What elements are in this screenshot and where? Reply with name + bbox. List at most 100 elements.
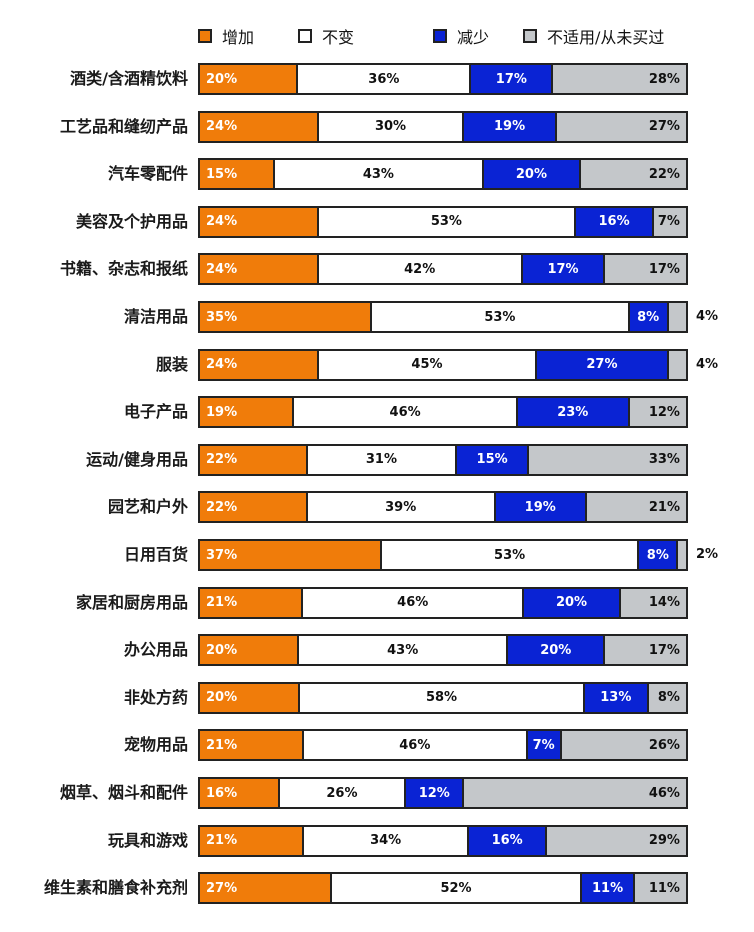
bar-segment-na: 29% — [545, 826, 686, 855]
bar-segment-dec: 16% — [467, 826, 546, 855]
bar-segment-inc: 21% — [200, 731, 303, 760]
segment-value: 16% — [598, 214, 630, 230]
category-label: 维生素和膳食补充剂 — [43, 878, 188, 898]
segment-value: 8% — [657, 690, 680, 706]
stacked-bar: 27% 52% 11% 11% — [198, 872, 688, 905]
category-label: 宠物用品 — [123, 735, 188, 755]
stacked-bar: 24% 42% 17% 17% — [198, 253, 688, 286]
legend-swatch-icon — [198, 29, 212, 43]
bar-segment-inc: 24% — [200, 350, 317, 379]
bar-segment-dec: 19% — [462, 112, 555, 141]
segment-value: 23% — [557, 404, 589, 420]
segment-value: 46% — [397, 595, 429, 611]
segment-value: 21% — [648, 499, 680, 515]
legend-label: 增加 — [222, 28, 255, 47]
bar-segment-dec: 17% — [469, 65, 552, 93]
segment-value: 26% — [648, 737, 680, 753]
stacked-bar: 20% 43% 20% 17% — [198, 634, 688, 667]
segment-value: 24% — [206, 357, 238, 373]
bar-segment-dec: 11% — [580, 874, 634, 903]
segment-value: 19% — [524, 499, 556, 515]
legend-label: 不适用/从未买过 — [547, 28, 665, 47]
bar-segment-same: 52% — [329, 874, 581, 903]
bar-row: 服装 24% 45% 27% 4% — [0, 348, 754, 381]
bar-segment-inc: 20% — [200, 636, 298, 665]
bar-segment-na: 14% — [618, 588, 686, 617]
bar-segment-same: 58% — [298, 683, 583, 712]
category-label: 服装 — [155, 354, 188, 374]
segment-value: 12% — [418, 785, 450, 801]
bar-segment-na — [666, 350, 686, 379]
bar-row: 维生素和膳食补充剂 27% 52% 11% 11% — [0, 872, 754, 905]
stacked-bar: 24% 45% 27% — [198, 348, 688, 381]
bar-row: 非处方药 20% 58% 13% 8% — [0, 681, 754, 714]
bar-row: 玩具和游戏 21% 34% 16% 29% — [0, 824, 754, 857]
stacked-bar: 20% 36% 17% 28% — [198, 63, 688, 95]
segment-value: 20% — [206, 690, 238, 706]
bar-row: 园艺和户外 22% 39% 19% 21% — [0, 491, 754, 524]
chart-legend: 增加 不变 减少 不适用/从未买过 — [198, 24, 738, 48]
bar-segment-na: 28% — [551, 65, 686, 93]
bar-segment-dec: 20% — [481, 160, 580, 189]
segment-value: 24% — [206, 214, 238, 230]
bar-row: 日用百货 37% 53% 8% 2% — [0, 539, 754, 571]
bar-segment-inc: 21% — [200, 588, 302, 617]
bar-segment-na: 33% — [527, 445, 686, 474]
stacked-bar: 22% 39% 19% 21% — [198, 491, 688, 524]
bar-row: 宠物用品 21% 46% 7% 26% — [0, 729, 754, 762]
bar-row: 运动/健身用品 22% 31% 15% 33% — [0, 443, 754, 476]
stacked-bar: 24% 53% 16% 7% — [198, 205, 688, 238]
segment-value: 12% — [648, 404, 680, 420]
segment-value: 20% — [540, 642, 572, 658]
bar-segment-na — [666, 303, 686, 331]
category-label: 办公用品 — [123, 640, 188, 660]
bar-segment-dec: 20% — [506, 636, 604, 665]
segment-value: 8% — [637, 309, 660, 325]
segment-value: 46% — [648, 785, 680, 801]
segment-value: 27% — [206, 880, 238, 896]
bar-segment-dec: 19% — [493, 493, 585, 522]
bar-segment-na: 27% — [554, 112, 686, 141]
bar-segment-inc: 19% — [200, 398, 293, 427]
bar-row: 电子产品 19% 46% 23% 12% — [0, 396, 754, 429]
category-label: 工艺品和缝纫产品 — [59, 116, 188, 136]
bar-segment-na: 11% — [633, 874, 686, 903]
legend-item: 不适用/从未买过 — [523, 24, 664, 48]
bar-segment-inc: 22% — [200, 493, 306, 522]
bar-segment-na: 46% — [462, 779, 686, 807]
segment-value: 31% — [365, 452, 397, 468]
segment-value: 21% — [206, 737, 238, 753]
bar-segment-na: 17% — [603, 255, 686, 284]
legend-item: 减少 — [433, 24, 489, 48]
outside-value-label: 2% — [696, 547, 719, 562]
segment-value: 24% — [206, 261, 238, 277]
segment-value: 17% — [648, 642, 680, 658]
segment-value: 11% — [592, 880, 624, 896]
bar-segment-dec: 20% — [522, 588, 619, 617]
segment-value: 20% — [206, 642, 238, 658]
bar-segment-na: 12% — [627, 398, 686, 427]
bar-segment-same: 46% — [302, 731, 526, 760]
stacked-bar: 37% 53% 8% — [198, 539, 688, 571]
bar-segment-same: 53% — [370, 303, 628, 331]
bar-segment-dec: 17% — [520, 255, 604, 284]
bar-segment-inc: 16% — [200, 779, 278, 807]
category-label: 家居和厨房用品 — [75, 592, 188, 612]
stacked-bar: 21% 46% 20% 14% — [198, 586, 688, 619]
segment-value: 7% — [532, 737, 555, 753]
legend-swatch-icon — [433, 29, 447, 43]
legend-item: 增加 — [198, 24, 254, 48]
segment-value: 46% — [389, 404, 421, 420]
segment-value: 7% — [657, 214, 680, 230]
bar-segment-na: 7% — [651, 207, 686, 236]
bar-segment-inc: 24% — [200, 255, 317, 284]
bar-segment-same: 31% — [305, 445, 456, 474]
segment-value: 42% — [404, 261, 436, 277]
segment-value: 45% — [411, 357, 443, 373]
bar-segment-inc: 24% — [200, 207, 317, 236]
bar-segment-same: 46% — [292, 398, 516, 427]
bar-segment-inc: 24% — [200, 112, 317, 141]
bar-segment-same: 43% — [297, 636, 507, 665]
category-label: 日用百货 — [123, 545, 188, 564]
bar-segment-dec: 8% — [637, 541, 677, 569]
